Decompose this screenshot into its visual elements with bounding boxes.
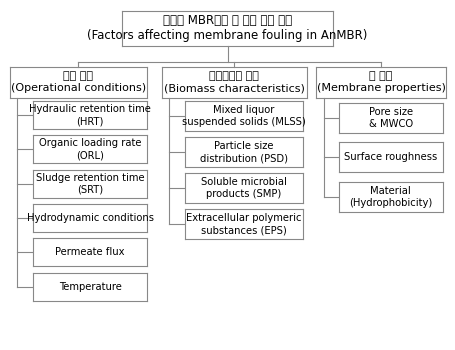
Text: Particle size
distribution (PSD): Particle size distribution (PSD) <box>200 141 288 163</box>
Text: Sludge retention time
(SRT): Sludge retention time (SRT) <box>36 173 144 195</box>
Text: Soluble microbial
products (SMP): Soluble microbial products (SMP) <box>201 177 287 199</box>
Text: Extracellular polymeric
substances (EPS): Extracellular polymeric substances (EPS) <box>186 213 302 236</box>
Text: Mixed liquor
suspended solids (MLSS): Mixed liquor suspended solids (MLSS) <box>182 105 306 127</box>
Text: 바이오매스 특성
(Biomass characteristics): 바이오매스 특성 (Biomass characteristics) <box>164 71 305 93</box>
Text: 운전 조건
(Operational conditions): 운전 조건 (Operational conditions) <box>11 71 146 93</box>
Text: Organic loading rate
(ORL): Organic loading rate (ORL) <box>39 138 142 161</box>
Text: Hydrodynamic conditions: Hydrodynamic conditions <box>26 213 154 223</box>
Text: Surface roughness: Surface roughness <box>344 152 437 162</box>
Text: Temperature: Temperature <box>59 282 121 292</box>
Text: Hydraulic retention time
(HRT): Hydraulic retention time (HRT) <box>29 104 151 126</box>
Text: 혐기성 MBR공정 막 오염 영향 인자
(Factors affecting membrane fouling in AnMBR): 혐기성 MBR공정 막 오염 영향 인자 (Factors affecting … <box>87 14 368 42</box>
Text: Permeate flux: Permeate flux <box>56 247 125 257</box>
Text: Material
(Hydrophobicity): Material (Hydrophobicity) <box>349 186 432 208</box>
Text: Pore size
& MWCO: Pore size & MWCO <box>369 107 413 129</box>
Text: 막 특성
(Membrane properties): 막 특성 (Membrane properties) <box>317 71 445 93</box>
